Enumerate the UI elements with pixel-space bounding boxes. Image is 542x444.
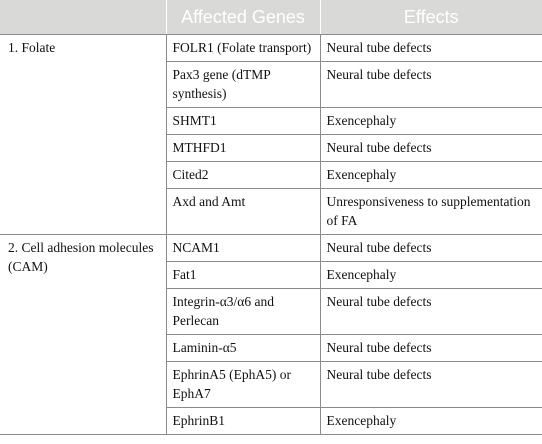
effect-cell: Neural tube defects (320, 288, 542, 335)
gene-cell: FOLR1 (Folate transport) (166, 34, 321, 62)
group-label-folate: 1. Folate (0, 34, 167, 235)
table-row: Fat1 Exencephaly (0, 261, 542, 289)
table-row: Laminin-α5 Neural tube defects (0, 334, 542, 362)
group-label-cam: 2. Cell adhesion molecules (CAM) (0, 234, 167, 435)
gene-cell: EphrinB1 (166, 407, 321, 435)
table-row: Cited2 Exencephaly (0, 161, 542, 189)
header-affected-genes: Affected Genes (165, 0, 320, 35)
gene-cell: EphrinA5 (EphA5) or EphA7 (166, 361, 321, 408)
effect-cell: Neural tube defects (320, 361, 542, 408)
gene-cell: Cited2 (166, 161, 321, 189)
gene-cell: NCAM1 (166, 234, 321, 262)
gene-cell: Axd and Amt (166, 188, 321, 235)
effect-cell: Neural tube defects (320, 134, 542, 162)
effect-cell: Neural tube defects (320, 234, 542, 262)
gene-cell: Fat1 (166, 261, 321, 289)
table-row: SHMT1 Exencephaly (0, 107, 542, 135)
table-row: Integrin-α3/α6 and Perlecan Neural tube … (0, 288, 542, 335)
table-row: EphrinB1 Exencephaly (0, 407, 542, 435)
effect-cell: Neural tube defects (320, 61, 542, 108)
table-row: EphrinA5 (EphA5) or EphA7 Neural tube de… (0, 361, 542, 408)
table-row: MTHFD1 Neural tube defects (0, 134, 542, 162)
gene-cell: MTHFD1 (166, 134, 321, 162)
gene-cell: SHMT1 (166, 107, 321, 135)
gene-cell: Pax3 gene (dTMP synthesis) (166, 61, 321, 108)
table-row: 2. Cell adhesion molecules (CAM) NCAM1 N… (0, 234, 542, 435)
header-row: Affected Genes Effects (0, 0, 542, 35)
effect-cell: Neural tube defects (320, 34, 542, 62)
table-row: Axd and Amt Unresponsiveness to suppleme… (0, 188, 542, 235)
effect-cell: Exencephaly (320, 261, 542, 289)
gene-cell: Integrin-α3/α6 and Perlecan (166, 288, 321, 335)
effect-cell: Exencephaly (320, 407, 542, 435)
table-row: Pax3 gene (dTMP synthesis) Neural tube d… (0, 61, 542, 108)
effect-cell: Exencephaly (320, 161, 542, 189)
effect-cell: Exencephaly (320, 107, 542, 135)
table-row: 1. Folate FOLR1 (Folate transport) Neura… (0, 34, 542, 235)
gene-cell: Laminin-α5 (166, 334, 321, 362)
header-effects: Effects (319, 0, 542, 35)
genes-effects-table: Affected Genes Effects 1. Folate FOLR1 (… (0, 0, 542, 435)
header-blank (0, 0, 166, 35)
effect-cell: Unresponsiveness to supplementation of F… (320, 188, 542, 235)
effect-cell: Neural tube defects (320, 334, 542, 362)
